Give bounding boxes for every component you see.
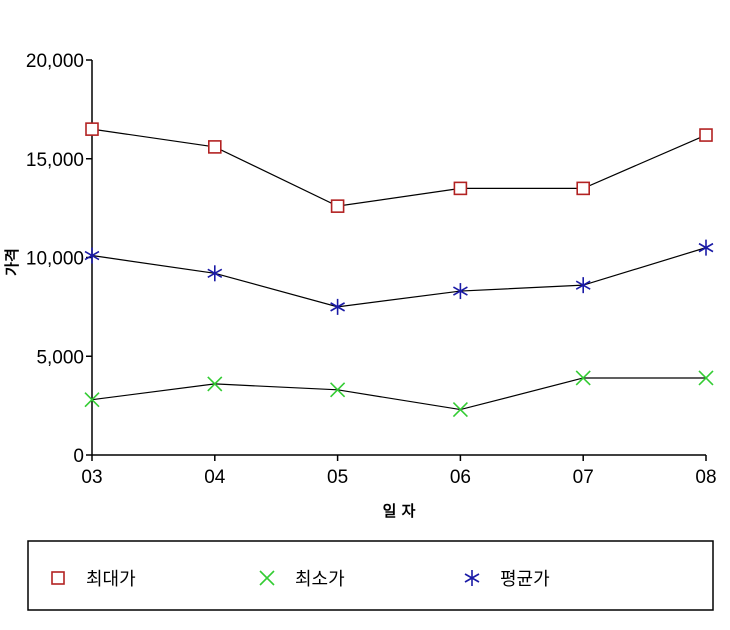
x-tick-label: 07 <box>573 467 594 488</box>
point-square-marker <box>576 181 591 196</box>
point-square-marker <box>453 181 468 196</box>
point-asterisk-marker <box>453 283 468 300</box>
point-square-marker <box>208 140 222 154</box>
x-tick-label: 03 <box>81 467 102 488</box>
x-axis-title: 일 자 <box>383 502 416 520</box>
point-square-marker <box>330 199 345 213</box>
point-x-marker <box>575 370 591 386</box>
legend: 최대가 최소가 평균가 <box>27 540 714 611</box>
y-tick-label: 10,000 <box>26 249 84 270</box>
legend-label-2: 최소가 <box>295 569 345 590</box>
point-square-marker <box>85 122 99 136</box>
x-tick-label: 08 <box>695 467 716 488</box>
point-square-marker <box>699 128 713 142</box>
point-asterisk-marker <box>575 277 591 294</box>
series-line-2 <box>91 377 706 411</box>
axes <box>91 60 706 456</box>
point-asterisk-marker <box>330 298 345 315</box>
x-tick-label: 05 <box>327 467 348 488</box>
point-asterisk-marker <box>698 239 714 256</box>
point-x-marker <box>84 392 100 408</box>
legend-box <box>27 540 714 611</box>
legend-marker-1 <box>51 571 65 585</box>
legend-marker-2 <box>259 570 275 586</box>
legend-label-3: 평균가 <box>500 569 550 590</box>
point-asterisk-marker <box>207 265 223 282</box>
point-asterisk-marker <box>84 247 100 264</box>
point-x-marker <box>330 382 346 398</box>
series-layer <box>84 122 714 418</box>
point-x-marker <box>698 370 714 386</box>
y-tick-label: 0 <box>73 446 84 467</box>
y-tick-label: 15,000 <box>26 150 84 171</box>
x-tick-label: 06 <box>450 467 471 488</box>
legend-label-1: 최대가 <box>86 569 136 590</box>
x-ticks: 03 04 05 06 07 08 <box>81 455 717 488</box>
legend-items: 최대가 최소가 평균가 <box>51 569 550 590</box>
point-x-marker <box>207 376 223 392</box>
y-tick-label: 20,000 <box>26 51 84 72</box>
y-tick-label: 5,000 <box>36 347 84 368</box>
x-tick-label: 04 <box>204 467 226 488</box>
legend-marker-3 <box>464 570 480 586</box>
y-ticks: 0 5,000 10,000 15,000 20,000 <box>26 51 92 467</box>
point-x-marker <box>452 402 468 418</box>
series-line-3 <box>91 247 707 308</box>
series-line-1 <box>91 128 707 207</box>
y-axis-title: 가격 <box>3 248 21 276</box>
